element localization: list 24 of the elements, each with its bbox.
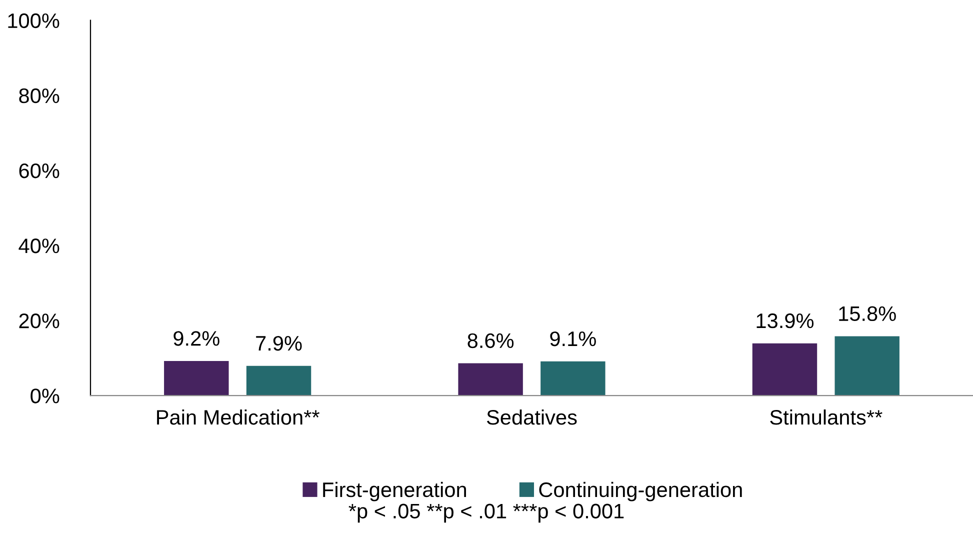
bar xyxy=(458,363,523,396)
legend-label: Continuing-generation xyxy=(539,482,742,502)
y-tick-label: 0% xyxy=(30,388,60,404)
y-tick-label: 80% xyxy=(19,88,60,104)
data-label: 9.1% xyxy=(550,331,596,346)
y-tick-label: 60% xyxy=(19,163,60,178)
data-label: 7.9% xyxy=(256,336,302,351)
bar xyxy=(752,343,818,396)
data-label: 9.2% xyxy=(174,331,220,346)
bar xyxy=(540,361,606,396)
legend-label: First-generation xyxy=(323,482,466,502)
bar xyxy=(834,336,900,396)
text: *p < .05 **p < .01 ***p < 0.001 xyxy=(348,504,624,523)
x-tick-label: Pain Medication** xyxy=(157,409,320,425)
y-tick-label: 100% xyxy=(8,13,60,28)
bar xyxy=(246,366,312,396)
x-tick-label: Stimulants** xyxy=(770,409,882,425)
x-tick-label: Sedatives xyxy=(486,409,577,425)
y-tick-label: 20% xyxy=(19,314,60,328)
data-label: 15.8% xyxy=(839,306,896,322)
data-label: 8.6% xyxy=(468,333,514,348)
y-tick-label: 40% xyxy=(18,238,60,254)
bar xyxy=(164,361,229,396)
data-label: 13.9% xyxy=(756,313,814,328)
